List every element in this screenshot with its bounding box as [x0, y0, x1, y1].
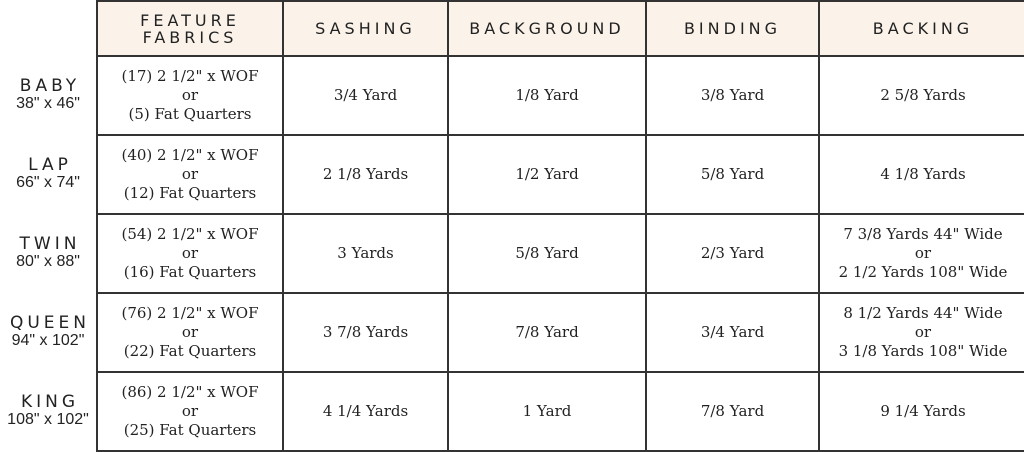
- cell-line: (86) 2 1/2" x WOF: [121, 383, 259, 401]
- row-label-size: 108" x 102": [7, 410, 89, 428]
- cell-line: or: [181, 244, 199, 262]
- cell-sashing: 3/4 Yard: [282, 55, 449, 136]
- row-label-name: TWIN: [19, 233, 81, 254]
- cell-line: or: [914, 323, 932, 341]
- cell-background: 1/2 Yard: [447, 134, 647, 215]
- cell-binding: 5/8 Yard: [645, 134, 820, 215]
- cell-backing: 4 1/8 Yards: [818, 134, 1024, 215]
- table-row: (54) 2 1/2" x WOF or (16) Fat Quarters 3 Ya…: [96, 213, 1024, 294]
- cell-feature-fabrics: (76) 2 1/2" x WOF or (22) Fat Quarters: [96, 292, 284, 373]
- cell-feature-fabrics: (17) 2 1/2" x WOF or (5) Fat Quarters: [96, 55, 284, 136]
- cell-line: (40) 2 1/2" x WOF: [121, 146, 259, 164]
- row-label-name: QUEEN: [9, 312, 91, 333]
- row-label-name: LAP: [28, 154, 72, 175]
- row-labels: BABY 38" x 46" LAP 66" x 74" TWIN 80" x 88" QU…: [0, 55, 96, 450]
- table-row: (86) 2 1/2" x WOF or (25) Fat Quarters 4 1/…: [96, 371, 1024, 452]
- cell-line: or: [914, 244, 932, 262]
- header-binding: BINDING: [645, 0, 820, 57]
- cell-line: (22) Fat Quarters: [123, 342, 257, 360]
- cell-sashing: 3 7/8 Yards: [282, 292, 449, 373]
- cell-line: (76) 2 1/2" x WOF: [121, 304, 259, 322]
- row-label-name: KING: [20, 391, 80, 412]
- cell-sashing: 4 1/4 Yards: [282, 371, 449, 452]
- cell-background: 1/8 Yard: [447, 55, 647, 136]
- cell-backing: 8 1/2 Yards 44" Wide or 3 1/8 Yards 108" W…: [818, 292, 1024, 373]
- cell-backing: 2 5/8 Yards: [818, 55, 1024, 136]
- header-row: FEATURE FABRICS SASHING BACKGROUND BINDI…: [96, 0, 1024, 57]
- table-row: (17) 2 1/2" x WOF or (5) Fat Quarters 3/4 Y…: [96, 55, 1024, 136]
- cell-line: (17) 2 1/2" x WOF: [121, 67, 259, 85]
- cell-line: or: [181, 402, 199, 420]
- table-row: (40) 2 1/2" x WOF or (12) Fat Quarters 2 1/…: [96, 134, 1024, 215]
- cell-binding: 7/8 Yard: [645, 371, 820, 452]
- cell-line: or: [181, 323, 199, 341]
- fabric-requirements-table: FEATURE FABRICS SASHING BACKGROUND BINDI…: [96, 0, 1024, 452]
- header-feature-fabrics: FEATURE FABRICS: [96, 0, 284, 57]
- row-label: LAP 66" x 74": [0, 134, 96, 213]
- cell-line: 2 5/8 Yards: [880, 86, 966, 104]
- cell-binding: 3/4 Yard: [645, 292, 820, 373]
- cell-line: 4 1/8 Yards: [880, 165, 966, 183]
- row-label: KING 108" x 102": [0, 371, 96, 450]
- cell-line: (12) Fat Quarters: [123, 184, 257, 202]
- cell-line: (54) 2 1/2" x WOF: [121, 225, 259, 243]
- row-label-size: 80" x 88": [16, 252, 80, 270]
- cell-line: (25) Fat Quarters: [123, 421, 257, 439]
- cell-line: 9 1/4 Yards: [880, 402, 966, 420]
- row-label: QUEEN 94" x 102": [0, 292, 96, 371]
- cell-binding: 3/8 Yard: [645, 55, 820, 136]
- header-background: BACKGROUND: [447, 0, 647, 57]
- table-row: (76) 2 1/2" x WOF or (22) Fat Quarters 3 7/…: [96, 292, 1024, 373]
- cell-line: (16) Fat Quarters: [123, 263, 257, 281]
- cell-feature-fabrics: (40) 2 1/2" x WOF or (12) Fat Quarters: [96, 134, 284, 215]
- row-label: TWIN 80" x 88": [0, 213, 96, 292]
- header-label: FEATURE FABRICS: [140, 10, 240, 47]
- cell-sashing: 2 1/8 Yards: [282, 134, 449, 215]
- cell-sashing: 3 Yards: [282, 213, 449, 294]
- cell-line: or: [181, 165, 199, 183]
- cell-line: or: [181, 86, 199, 104]
- row-label: BABY 38" x 46": [0, 55, 96, 134]
- cell-line: 8 1/2 Yards 44" Wide: [843, 304, 1003, 322]
- header-backing: BACKING: [818, 0, 1024, 57]
- row-label-size: 38" x 46": [16, 94, 80, 112]
- cell-backing: 7 3/8 Yards 44" Wide or 2 1/2 Yards 108" W…: [818, 213, 1024, 294]
- cell-binding: 2/3 Yard: [645, 213, 820, 294]
- cell-background: 1 Yard: [447, 371, 647, 452]
- row-label-name: BABY: [19, 75, 81, 96]
- row-label-size: 94" x 102": [11, 331, 85, 349]
- header-sashing: SASHING: [282, 0, 449, 57]
- row-label-size: 66" x 74": [16, 173, 80, 191]
- cell-backing: 9 1/4 Yards: [818, 371, 1024, 452]
- cell-feature-fabrics: (54) 2 1/2" x WOF or (16) Fat Quarters: [96, 213, 284, 294]
- cell-background: 5/8 Yard: [447, 213, 647, 294]
- cell-feature-fabrics: (86) 2 1/2" x WOF or (25) Fat Quarters: [96, 371, 284, 452]
- cell-line: 7 3/8 Yards 44" Wide: [843, 225, 1003, 243]
- cell-line: 2 1/2 Yards 108" Wide: [838, 263, 1008, 281]
- cell-background: 7/8 Yard: [447, 292, 647, 373]
- cell-line: 3 1/8 Yards 108" Wide: [838, 342, 1008, 360]
- cell-line: (5) Fat Quarters: [128, 105, 252, 123]
